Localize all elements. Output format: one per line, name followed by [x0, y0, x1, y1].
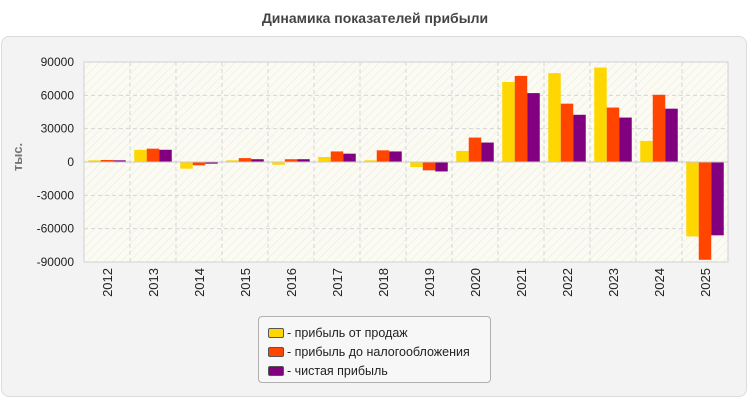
- y-tick-label: -30000: [37, 188, 75, 202]
- bar: [205, 162, 218, 164]
- bar: [711, 162, 724, 236]
- legend-swatch-sales: [268, 327, 284, 338]
- x-tick-label: 2015: [238, 268, 253, 297]
- bar: [251, 159, 264, 162]
- bar: [389, 151, 402, 162]
- bar: [146, 148, 160, 162]
- bars: [88, 67, 724, 260]
- legend-swatch-pretax: [268, 346, 284, 357]
- bar: [88, 160, 101, 162]
- x-tick-label: 2017: [330, 268, 345, 297]
- x-tick-label: 2021: [514, 268, 529, 297]
- x-tick-label: 2019: [422, 268, 437, 297]
- x-tick-label: 2020: [468, 268, 483, 297]
- bar: [594, 67, 607, 162]
- bar: [456, 150, 469, 162]
- bar: [134, 149, 147, 162]
- bar: [698, 162, 712, 260]
- y-tick-label: 30000: [41, 122, 75, 136]
- x-tick-label: 2018: [376, 268, 391, 297]
- legend-label: - прибыль до налогообложения: [287, 344, 470, 359]
- x-tick-label: 2022: [560, 268, 575, 297]
- bar: [284, 159, 298, 162]
- bar: [573, 114, 586, 162]
- bar: [159, 149, 172, 162]
- x-tick-labels: 2012 2013 2014 2015 2016 2017 2018 2019 2020 2021…: [100, 268, 713, 297]
- bar: [468, 137, 482, 162]
- bar: [422, 162, 436, 171]
- legend-item: - прибыль от продаж: [268, 323, 490, 342]
- y-tick-label: 90000: [41, 55, 75, 69]
- y-tick-label: 0: [67, 155, 74, 169]
- chart-title: Динамика показателей прибыли: [261, 10, 489, 26]
- x-tick-label: 2024: [652, 268, 667, 297]
- x-tick-label: 2023: [606, 268, 621, 297]
- bar: [514, 75, 528, 162]
- bar: [180, 162, 193, 169]
- legend: - прибыль от продаж - прибыль до налогоо…: [258, 316, 491, 383]
- bar: [481, 142, 494, 162]
- bar: [192, 162, 206, 166]
- legend-label: - прибыль от продаж: [287, 325, 408, 340]
- bar: [606, 107, 620, 162]
- bar: [435, 162, 448, 172]
- bar: [297, 159, 310, 162]
- y-tick-labels: 90000 60000 30000 0 -30000 -60000 -90000: [37, 55, 75, 269]
- bar: [100, 160, 114, 162]
- bar: [226, 160, 239, 162]
- bar: [665, 108, 678, 162]
- bar: [343, 153, 356, 162]
- bar: [364, 160, 377, 162]
- legend-item: - прибыль до налогообложения: [268, 342, 490, 361]
- x-tick-label: 2014: [192, 268, 207, 297]
- bar: [272, 162, 285, 165]
- y-axis-label: тыс.: [10, 143, 25, 171]
- bar: [548, 73, 561, 162]
- legend-label: - чистая прибыль: [287, 363, 388, 378]
- y-tick-label: 60000: [41, 88, 75, 102]
- bar: [686, 162, 699, 237]
- bar: [527, 93, 540, 162]
- bar: [619, 117, 632, 162]
- bar: [502, 82, 515, 162]
- y-tick-label: -60000: [37, 222, 75, 236]
- bar: [652, 94, 666, 162]
- bar: [113, 160, 126, 162]
- x-tick-label: 2016: [284, 268, 299, 297]
- bar: [318, 157, 331, 162]
- bar: [330, 151, 344, 162]
- x-tick-label: 2013: [146, 268, 161, 297]
- x-tick-label: 2025: [698, 268, 713, 297]
- y-tick-label: -90000: [37, 255, 75, 269]
- bar: [376, 150, 390, 162]
- x-tick-label: 2012: [100, 268, 115, 297]
- legend-swatch-net: [268, 365, 284, 376]
- bar: [640, 140, 653, 162]
- bar: [238, 158, 252, 162]
- bar: [560, 103, 574, 162]
- legend-item: - чистая прибыль: [268, 361, 490, 380]
- bar: [410, 162, 423, 167]
